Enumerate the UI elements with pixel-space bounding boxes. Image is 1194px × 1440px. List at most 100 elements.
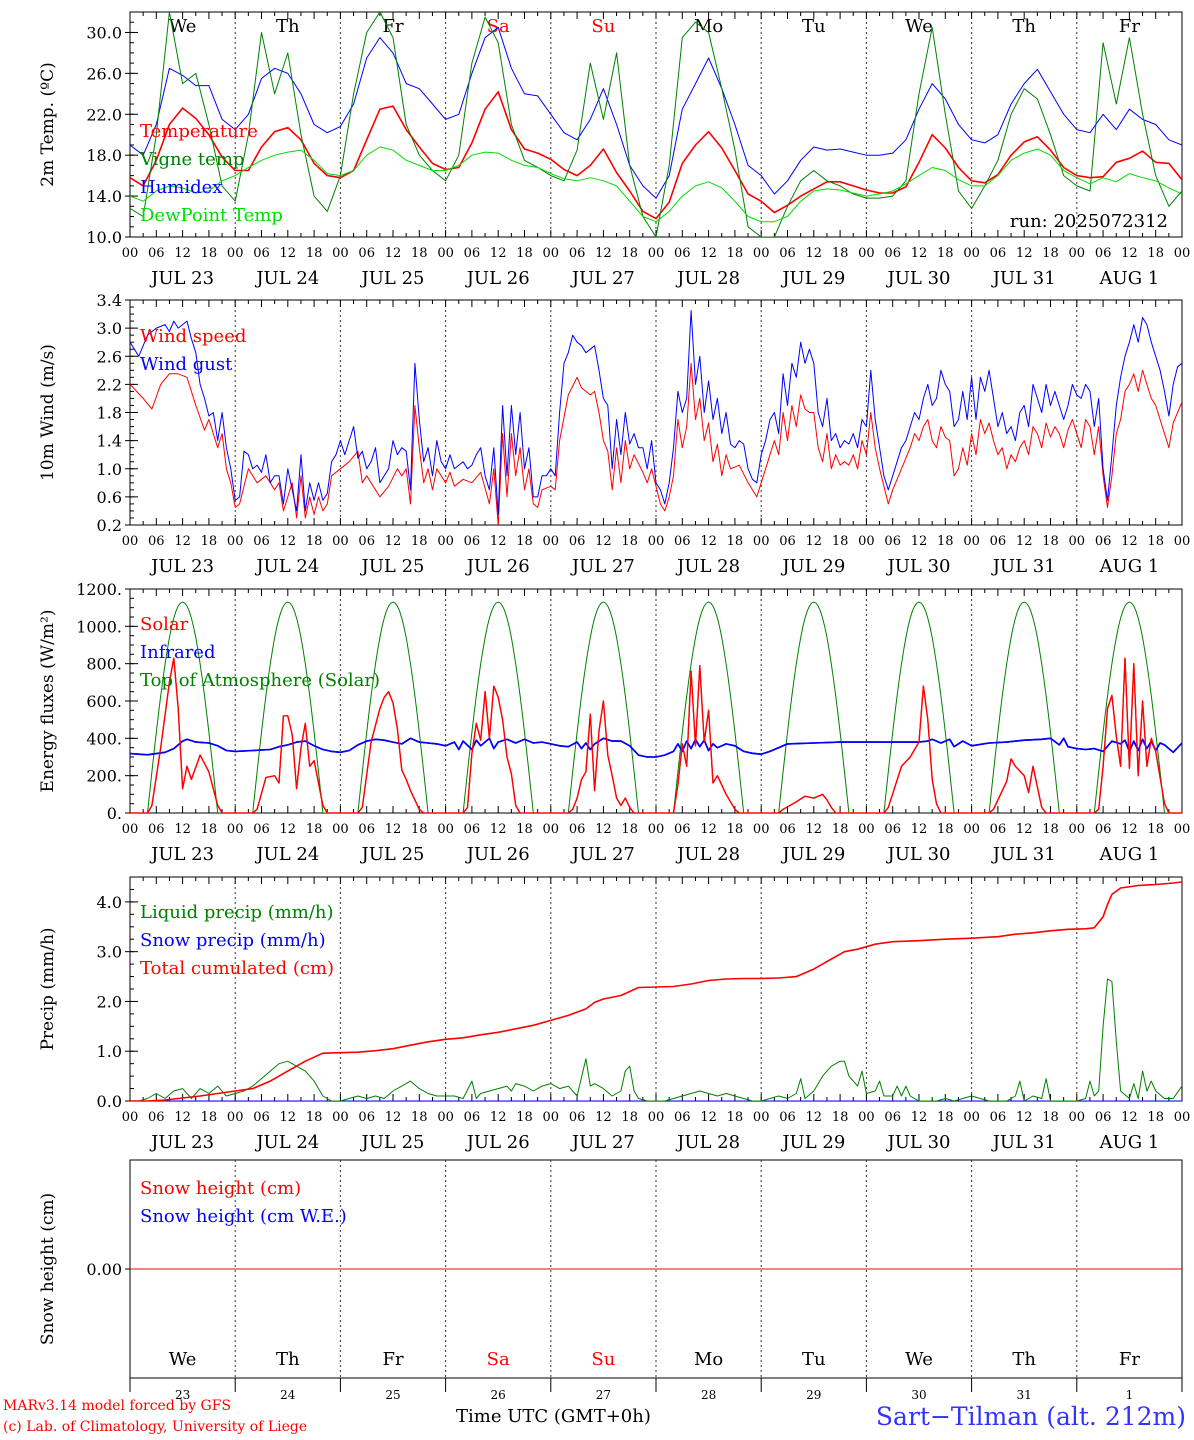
x-hour-label: 06: [253, 246, 270, 261]
x-hour-label: 18: [832, 1110, 849, 1125]
x-hour-label: 12: [385, 246, 402, 261]
x-hour-label: 12: [385, 822, 402, 837]
x-hour-label: 00: [543, 534, 560, 549]
legend-entry: Total cumulated (cm): [140, 958, 334, 979]
x-hour-label: 18: [937, 534, 954, 549]
x-hour-label: 18: [516, 822, 533, 837]
y-tick-label: 800.: [86, 655, 122, 674]
x-hour-label: 00: [437, 1110, 454, 1125]
legend-entry: Temperature: [140, 121, 258, 142]
x-hour-label: 12: [595, 246, 612, 261]
y-tick-label: 3.0: [97, 319, 122, 338]
x-axis-title: Time UTC (GMT+0h): [456, 1406, 651, 1427]
x-hour-label: 06: [358, 822, 375, 837]
x-hour-label: 06: [884, 246, 901, 261]
x-hour-label: 06: [358, 246, 375, 261]
x-date-label: JUL 29: [780, 1132, 845, 1153]
x-hour-label: 18: [411, 822, 428, 837]
y-tick-label: 1.0: [97, 1042, 122, 1061]
x-hour-label: 06: [464, 534, 481, 549]
x-hour-label: 00: [227, 822, 244, 837]
x-hour-label: 12: [280, 534, 297, 549]
y-tick-label: 30.0: [86, 23, 122, 42]
y-tick-label: 400.: [86, 729, 122, 748]
legend-entry: Snow height (cm W.E.): [140, 1206, 347, 1227]
x-hour-label: 06: [884, 1110, 901, 1125]
legend-entry: DewPoint Temp: [140, 205, 283, 226]
x-hour-label: 06: [464, 822, 481, 837]
x-hour-label: 18: [306, 822, 323, 837]
y-axis-label: Snow height (cm): [38, 1193, 58, 1345]
footer-credit: (c) Lab. of Climatology, University of L…: [3, 1419, 308, 1435]
x-hour-label: 00: [753, 1110, 770, 1125]
x-hour-label: 12: [806, 246, 823, 261]
x-hour-label: 12: [806, 1110, 823, 1125]
x-hour-label: 00: [648, 1110, 665, 1125]
x-date-label: JUL 31: [991, 844, 1056, 865]
x-hour-label: 18: [201, 246, 218, 261]
x-hour-label: 00: [332, 1110, 349, 1125]
x-hour-label: 12: [911, 1110, 928, 1125]
x-hour-label: 00: [753, 822, 770, 837]
x-hour-label: 18: [201, 534, 218, 549]
x-date-label: JUL 31: [991, 1132, 1056, 1153]
x-hour-label: 06: [779, 1110, 796, 1125]
y-tick-label: 18.0: [86, 146, 122, 165]
x-hour-label: 00: [858, 246, 875, 261]
x-hour-label: 06: [674, 534, 691, 549]
x-hour-label: 06: [569, 1110, 586, 1125]
x-date-label: AUG 1: [1099, 844, 1160, 865]
x-hour-label: 12: [700, 822, 717, 837]
x-hour-label: 12: [385, 534, 402, 549]
x-hour-label: 06: [569, 246, 586, 261]
x-hour-label: 06: [779, 246, 796, 261]
x-hour-label: 12: [490, 534, 507, 549]
x-hour-label: 06: [569, 534, 586, 549]
x-date-label: JUL 25: [360, 1132, 425, 1153]
x-date-label: JUL 30: [886, 556, 951, 577]
x-date-label: JUL 28: [675, 556, 740, 577]
legend-entry: Snow precip (mm/h): [140, 930, 326, 951]
x-date-label: JUL 23: [149, 1132, 214, 1153]
y-tick-label: 10.0: [86, 228, 122, 247]
y-tick-label: 3.4: [97, 291, 122, 310]
x-hour-label: 06: [779, 822, 796, 837]
y-tick-label: 0.0: [97, 1092, 122, 1111]
x-hour-label: 00: [227, 1110, 244, 1125]
bottom-day-number: 31: [1017, 1388, 1032, 1402]
x-hour-label: 18: [516, 1110, 533, 1125]
x-hour-label: 00: [1174, 822, 1191, 837]
x-date-label: JUL 24: [254, 1132, 319, 1153]
x-hour-label: 12: [700, 534, 717, 549]
x-hour-label: 12: [595, 822, 612, 837]
bottom-day-name: Tu: [802, 1349, 826, 1370]
x-hour-label: 18: [1042, 246, 1059, 261]
x-date-label: JUL 26: [465, 268, 530, 289]
x-hour-label: 00: [437, 822, 454, 837]
x-date-label: JUL 28: [675, 844, 740, 865]
x-hour-label: 18: [727, 534, 744, 549]
x-hour-label: 00: [858, 1110, 875, 1125]
legend-entry: Wind speed: [140, 326, 246, 347]
x-hour-label: 00: [648, 534, 665, 549]
series-line-dewpoint-temp: [130, 146, 1182, 223]
y-tick-label: 1000.: [76, 617, 122, 636]
x-hour-label: 00: [753, 246, 770, 261]
y-tick-label: 1200.: [76, 580, 122, 599]
y-tick-label: 3.0: [97, 943, 122, 962]
x-hour-label: 12: [1121, 822, 1138, 837]
bottom-day-name: We: [905, 1349, 933, 1370]
y-tick-label: 200.: [86, 767, 122, 786]
x-hour-label: 00: [858, 534, 875, 549]
x-hour-label: 12: [490, 1110, 507, 1125]
x-hour-label: 00: [753, 534, 770, 549]
x-hour-label: 06: [148, 246, 165, 261]
x-hour-label: 06: [1095, 246, 1112, 261]
y-tick-label: 2.2: [97, 375, 122, 394]
x-hour-label: 12: [385, 1110, 402, 1125]
y-axis-label: 2m Temp. (ºC): [38, 62, 58, 187]
x-hour-label: 00: [1069, 534, 1086, 549]
x-hour-label: 12: [490, 246, 507, 261]
x-hour-label: 12: [1016, 534, 1033, 549]
